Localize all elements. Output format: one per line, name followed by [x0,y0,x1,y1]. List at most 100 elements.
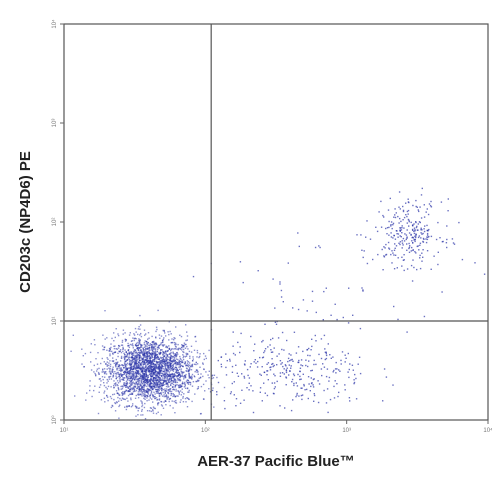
event-dot [112,360,115,362]
event-dot [130,382,132,384]
event-dot [250,385,252,387]
event-dot [283,349,285,351]
event-dot [112,353,114,355]
event-dot [204,355,207,357]
event-dot [137,344,139,347]
event-dot [286,339,288,342]
event-dot [176,375,179,377]
event-dot [180,394,182,396]
event-dot [137,328,140,330]
event-dot [162,373,164,375]
event-dot [143,363,145,365]
event-dot [171,367,173,369]
event-dot [299,375,301,378]
event-dot [392,224,394,226]
event-dot [148,388,150,391]
event-dot [134,349,137,352]
event-dot [187,365,189,368]
event-dot [164,365,166,367]
event-dot [327,411,329,414]
event-dot [248,382,250,384]
event-dot [155,381,158,383]
event-dot [147,347,149,349]
event-dot [212,387,214,389]
event-dot [139,354,141,356]
event-dot [161,362,164,364]
event-dot [119,397,121,400]
event-dot [330,357,332,359]
event-dot [133,386,135,388]
event-dot [192,381,195,383]
event-dot [106,349,108,351]
event-dot [198,379,200,382]
event-dot [425,211,427,213]
event-dot [103,361,105,363]
event-dot [125,363,127,365]
event-dot [143,329,146,331]
event-dot [129,352,132,354]
event-dot [137,380,140,383]
event-dot [107,358,109,360]
event-dot [167,389,169,391]
event-dot [263,382,265,384]
event-dot [270,349,272,351]
event-dot [147,392,149,394]
event-dot [299,378,301,381]
event-dot [156,377,158,379]
event-dot [123,392,126,394]
event-dot [406,222,408,224]
event-dot [176,368,179,370]
event-dot [217,359,219,362]
event-dot [137,365,139,367]
event-dot [150,390,153,393]
event-dot [175,356,177,358]
event-dot [153,354,155,356]
event-dot [171,357,173,359]
event-dot [133,375,135,377]
event-dot [311,290,314,293]
event-dot [170,356,172,358]
event-dot [139,342,141,345]
event-dot [143,368,146,370]
event-dot [170,352,172,354]
event-dot [426,238,429,241]
event-dot [173,363,176,365]
event-dot [135,367,137,369]
event-dot [412,225,414,227]
event-dot [337,395,339,398]
event-dot [281,362,283,364]
event-dot [137,372,140,374]
event-dot [117,365,119,367]
event-dot [140,375,142,377]
event-dot [142,367,144,369]
event-dot [101,376,104,378]
event-dot [108,350,111,352]
event-dot [437,263,439,266]
event-dot [165,335,167,337]
event-dot [145,371,147,374]
event-dot [163,401,165,403]
event-dot [293,384,295,387]
event-dot [115,361,117,364]
event-dot [156,346,159,349]
event-dot [129,384,132,386]
event-dot [141,410,143,412]
event-dot [407,218,410,221]
event-dot [149,366,151,368]
event-dot [181,371,184,373]
event-dot [310,377,312,379]
event-dot [136,358,138,361]
event-dot [198,377,200,380]
event-dot [423,204,425,206]
event-dot [150,373,152,375]
event-dot [273,382,276,384]
event-dot [110,378,113,380]
event-dot [411,228,414,231]
event-dot [175,399,177,402]
event-dot [189,383,192,386]
event-dot [183,345,185,347]
event-dot [163,363,165,366]
event-dot [410,221,412,224]
event-dot [297,373,299,376]
event-dot [128,382,131,384]
